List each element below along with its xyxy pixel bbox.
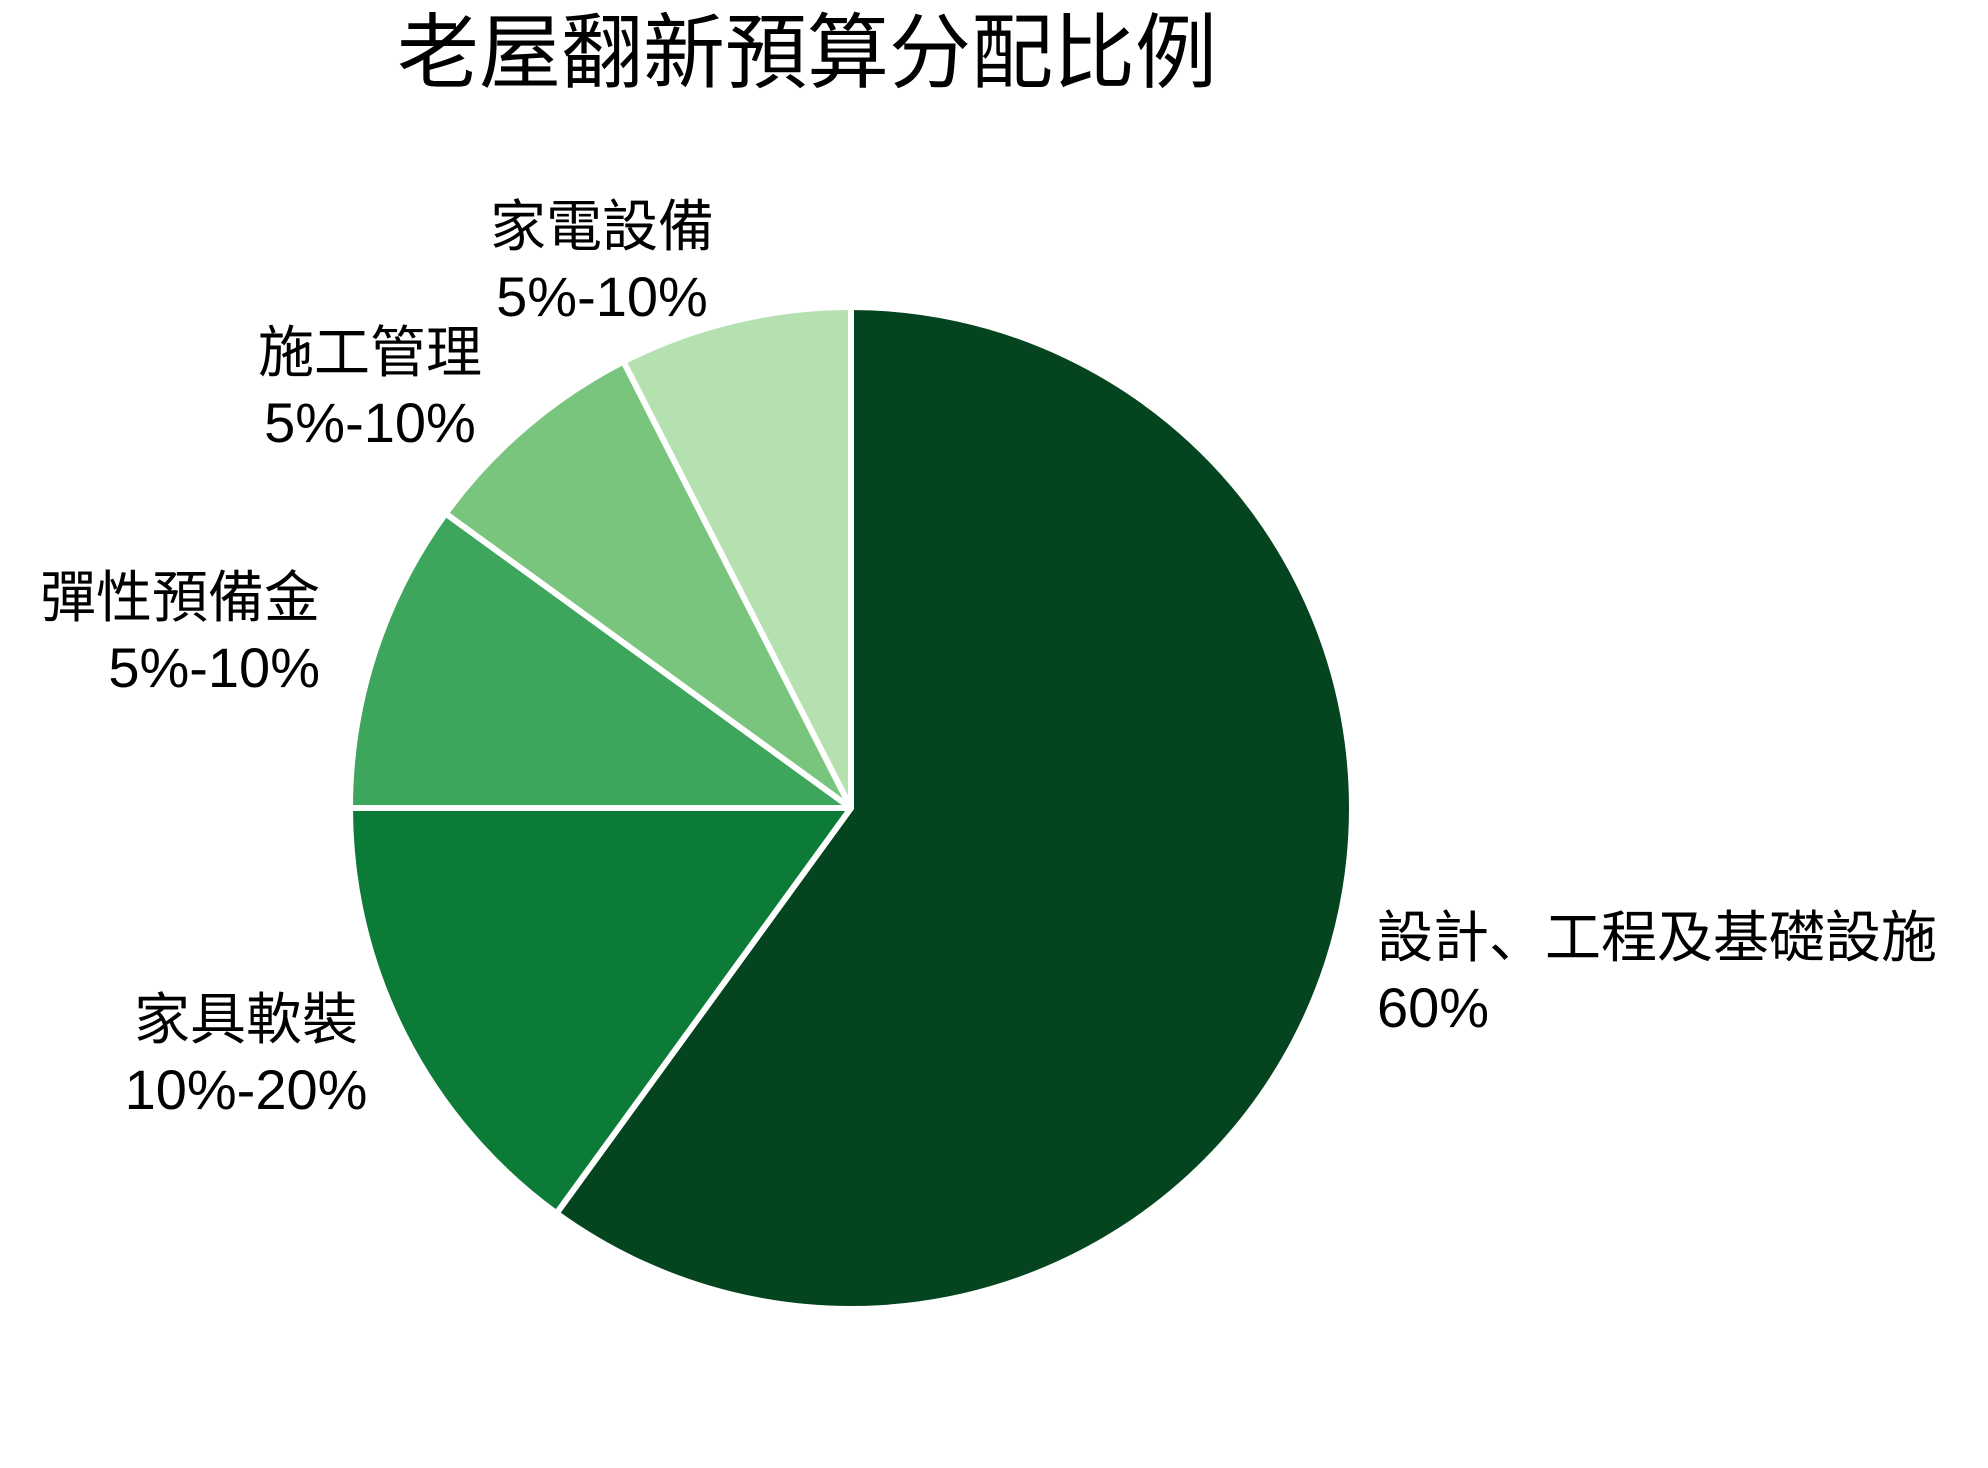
pie-slice-3 xyxy=(442,358,854,811)
slice-range: 5%-10% xyxy=(496,265,708,328)
chart-title: 老屋翻新預算分配比例 xyxy=(396,8,1218,99)
slice-range: 5%-10% xyxy=(108,636,320,699)
label-appliances: 家電設備 5%-10% xyxy=(490,192,714,332)
label-furniture: 家具軟裝 10%-20% xyxy=(125,985,368,1125)
pie-slice-0 xyxy=(553,304,1355,1312)
label-construction-management: 施工管理 5%-10% xyxy=(258,318,482,458)
slice-name: 家具軟裝 xyxy=(134,988,358,1051)
slice-name: 施工管理 xyxy=(258,321,482,384)
label-reserve-fund: 彈性預備金 5%-10% xyxy=(40,563,320,703)
slice-range: 60% xyxy=(1377,976,1490,1039)
slice-range: 5%-10% xyxy=(264,391,476,454)
slice-name: 設計、工程及基礎設施 xyxy=(1377,906,1937,969)
pie-slice-4 xyxy=(620,304,854,811)
slice-name: 家電設備 xyxy=(490,195,714,258)
pie-slice-1 xyxy=(347,805,854,1217)
pie-slice-2 xyxy=(347,510,854,811)
slice-range: 10%-20% xyxy=(124,1058,368,1121)
slice-name: 彈性預備金 xyxy=(40,566,320,629)
label-design-infrastructure: 設計、工程及基礎設施 60% xyxy=(1377,903,1937,1043)
